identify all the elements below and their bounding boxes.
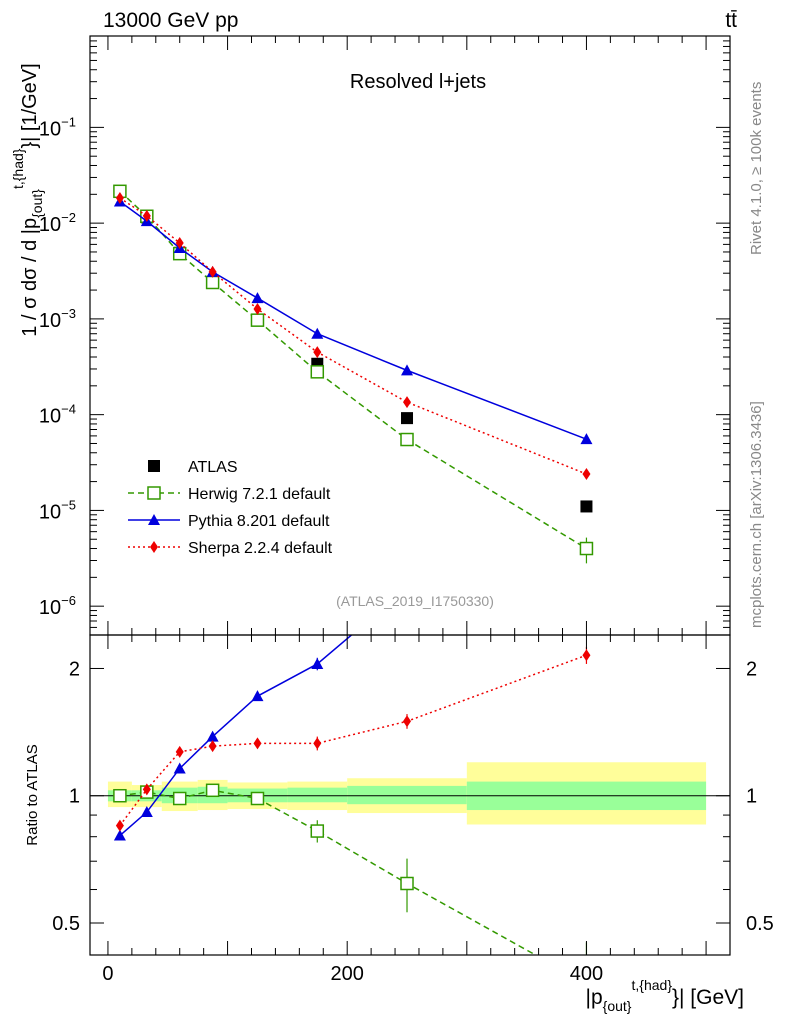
ratio-y-tick-label: 1 bbox=[69, 786, 80, 808]
x-tick-label: 200 bbox=[331, 963, 364, 985]
pythia-ratio-point bbox=[311, 657, 324, 669]
herwig-ratio-point bbox=[400, 876, 414, 891]
sherpa-main-point bbox=[582, 468, 591, 481]
ratio-plot-frame bbox=[89, 634, 731, 956]
atlas-legend-label: ATLAS bbox=[188, 459, 238, 476]
sherpa-legend-marker bbox=[150, 541, 158, 553]
x-tick-label: 400 bbox=[570, 963, 603, 985]
main-plot-frame bbox=[89, 35, 731, 636]
ratio-uncertainty-bands bbox=[107, 762, 707, 825]
pythia-ratio-line bbox=[119, 635, 353, 837]
main-y-tick-label: 10−5 bbox=[39, 497, 76, 523]
sherpa-main-line bbox=[119, 197, 587, 475]
ratio-plot-series bbox=[113, 582, 591, 955]
herwig-main-point bbox=[310, 365, 325, 379]
herwig-main-point bbox=[205, 275, 220, 290]
sherpa-ratio-line bbox=[119, 654, 587, 827]
herwig-ratio-point bbox=[310, 824, 325, 838]
ratio-band-green bbox=[287, 787, 348, 803]
sherpa-ratio-point bbox=[115, 819, 124, 832]
x-axis-label: |p{out}t,{had}}| [GeV] bbox=[586, 977, 744, 1014]
pythia-legend-label: Pythia 8.201 default bbox=[188, 513, 330, 530]
pythia-ratio-point bbox=[206, 730, 219, 742]
x-tick-label: 0 bbox=[102, 963, 113, 985]
ratio-band-green bbox=[347, 785, 467, 805]
energy-label: 13000 GeV pp bbox=[103, 9, 238, 32]
atlas-legend-marker bbox=[148, 460, 160, 472]
herwig-legend-label: Herwig 7.2.1 default bbox=[188, 486, 331, 503]
herwig-ratio-point bbox=[250, 791, 265, 806]
analysis-id-label: (ATLAS_2019_I1750330) bbox=[336, 593, 494, 609]
sherpa-main-point bbox=[175, 237, 184, 250]
main-y-tick-label: 10−6 bbox=[39, 593, 76, 619]
pythia-ratio-point bbox=[173, 762, 186, 774]
herwig-main-point bbox=[400, 432, 414, 447]
herwig-main-point bbox=[250, 313, 265, 327]
main-y-tick-label: 10−2 bbox=[39, 210, 76, 236]
sherpa-ratio-point bbox=[582, 649, 591, 662]
pythia-main-point bbox=[401, 364, 414, 376]
legend: ATLAS Herwig 7.2.1 default Pythia 8.201 de… bbox=[128, 459, 333, 557]
sherpa-ratio-point bbox=[403, 715, 412, 728]
sherpa-legend-label: Sherpa 2.2.4 default bbox=[188, 540, 333, 557]
pythia-main-point bbox=[311, 327, 324, 339]
sherpa-ratio-point bbox=[313, 737, 322, 750]
rivet-version-label: Rivet 4.1.0, ≥ 100k events bbox=[748, 82, 765, 255]
pythia-main-point bbox=[580, 433, 593, 445]
ratio-y-tick-label-right: 0.5 bbox=[746, 913, 774, 935]
atlas-main-point bbox=[580, 500, 593, 513]
herwig-ratio-point bbox=[205, 783, 220, 798]
pythia-ratio-point bbox=[401, 582, 413, 593]
mcplots-label: mcplots.cern.ch [arXiv:1306.3436] bbox=[748, 401, 765, 628]
main-y-tick-label: 10−1 bbox=[39, 114, 76, 140]
panel-title: Resolved l+jets bbox=[350, 71, 486, 93]
pythia-main-point bbox=[251, 292, 264, 304]
ratio-y-tick-label: 0.5 bbox=[52, 913, 80, 935]
pythia-ratio-point bbox=[113, 829, 126, 841]
main-y-tick-label: 10−3 bbox=[39, 306, 76, 332]
sherpa-main-point bbox=[313, 346, 322, 359]
sherpa-ratio-point bbox=[208, 740, 217, 753]
sherpa-main-point bbox=[253, 302, 262, 315]
herwig-main-point bbox=[579, 541, 594, 556]
sherpa-ratio-point bbox=[142, 783, 151, 796]
sherpa-main-point bbox=[115, 192, 124, 205]
herwig-legend-marker bbox=[147, 486, 161, 500]
pythia-ratio-point bbox=[140, 806, 153, 818]
ratio-y-tick-label-right: 2 bbox=[746, 658, 757, 680]
main-y-tick-label: 10−4 bbox=[39, 402, 76, 428]
axis-ticks bbox=[90, 35, 730, 955]
ratio-y-tick-label: 2 bbox=[69, 658, 80, 680]
sherpa-ratio-point bbox=[175, 745, 184, 758]
pythia-legend-marker bbox=[148, 514, 160, 525]
ratio-y-tick-label-right: 1 bbox=[746, 786, 757, 808]
sherpa-ratio-point bbox=[253, 737, 262, 750]
process-label: tt̄ bbox=[725, 9, 737, 32]
herwig-ratio-point bbox=[113, 788, 127, 803]
sherpa-main-point bbox=[403, 396, 412, 409]
pythia-ratio-point bbox=[251, 690, 264, 702]
main-plot-series bbox=[113, 184, 594, 564]
herwig-ratio-point bbox=[172, 791, 187, 806]
atlas-main-point bbox=[401, 412, 414, 425]
sherpa-main-point bbox=[142, 209, 151, 222]
sherpa-main-point bbox=[208, 265, 217, 278]
pythia-main-line bbox=[119, 200, 587, 440]
main-y-axis-label: 1 / σ dσ / d |p{out}t,{had}}| [1/GeV] bbox=[10, 63, 45, 336]
axis-tick-labels: 10−6 10−5 10−4 10−3 10−2 10−1 0 200 400 0.5 0.5 1 1 2… bbox=[39, 114, 774, 985]
ratio-y-axis-label: Ratio to ATLAS bbox=[24, 744, 41, 845]
